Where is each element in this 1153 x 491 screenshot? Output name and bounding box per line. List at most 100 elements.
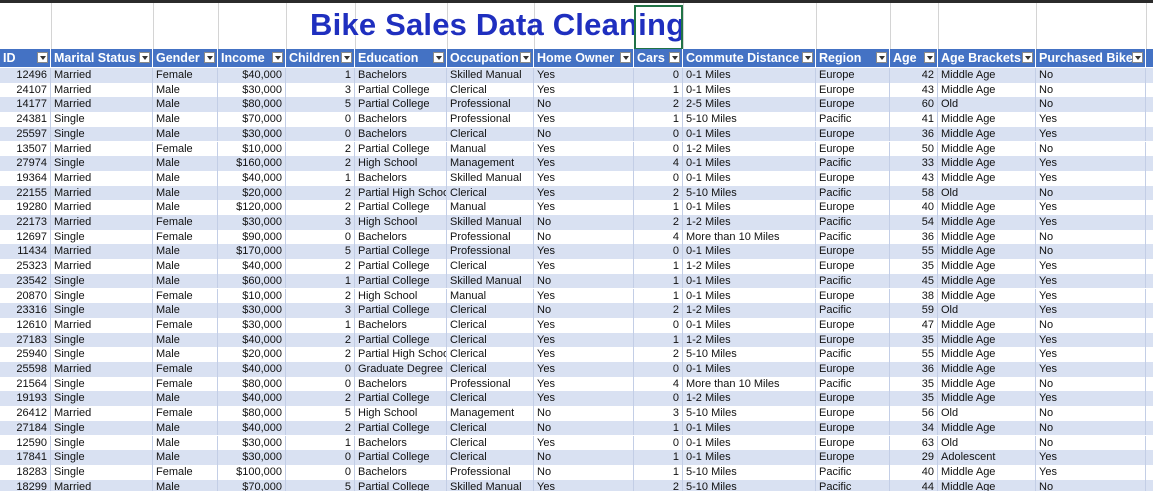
cell-gender[interactable]: Male [153,244,218,260]
cell-home_owner[interactable]: Yes [534,435,634,451]
cell-home_owner[interactable]: Yes [534,200,634,215]
cell-occupation[interactable]: Management [447,406,534,421]
cell-age[interactable]: 50 [890,141,938,157]
cell-age_bracket[interactable]: Middle Age [938,391,1036,407]
cell-home_owner[interactable]: No [534,450,634,465]
cell-age[interactable]: 45 [890,273,938,289]
cell-marital[interactable]: Single [51,303,153,318]
cell-children[interactable]: 0 [286,450,355,465]
cell-gender[interactable]: Female [153,317,218,333]
cell-home_owner[interactable]: Yes [534,479,634,491]
cell-marital[interactable]: Married [51,97,153,113]
cell-age[interactable]: 55 [890,347,938,362]
cell-home_owner[interactable]: Yes [534,244,634,260]
cell-id[interactable]: 12496 [0,68,51,83]
cell-income[interactable]: $30,000 [218,126,286,142]
cell-age_bracket[interactable]: Middle Age [938,215,1036,230]
cell-education[interactable]: Bachelors [355,435,447,451]
cell-gender[interactable]: Male [153,347,218,362]
cell-marital[interactable]: Single [51,376,153,392]
cell-region[interactable]: Pacific [816,185,890,201]
filter-dropdown-icon[interactable] [802,52,813,63]
cell-income[interactable]: $30,000 [218,215,286,230]
cell-education[interactable]: Partial College [355,479,447,491]
cell-education[interactable]: Partial College [355,141,447,157]
cell-education[interactable]: Bachelors [355,68,447,83]
filter-dropdown-icon[interactable] [876,52,887,63]
cell-home_owner[interactable]: Yes [534,362,634,377]
cell-occupation[interactable]: Professional [447,464,534,480]
cell-gender[interactable]: Male [153,259,218,274]
cell-purchased[interactable]: Yes [1036,126,1146,142]
cell-age[interactable]: 42 [890,68,938,83]
cell-home_owner[interactable]: No [534,464,634,480]
column-header-region[interactable]: Region [816,49,890,67]
cell-age[interactable]: 34 [890,420,938,436]
cell-marital[interactable]: Single [51,450,153,465]
cell-cars[interactable]: 0 [634,244,683,260]
cell-income[interactable]: $40,000 [218,420,286,436]
cell-income[interactable]: $30,000 [218,450,286,465]
cell-education[interactable]: Partial College [355,303,447,318]
filter-dropdown-icon[interactable] [669,52,680,63]
cell-occupation[interactable]: Clerical [447,303,534,318]
cell-marital[interactable]: Single [51,229,153,245]
cell-cars[interactable]: 0 [634,391,683,407]
column-header-age_bracket[interactable]: Age Brackets [938,49,1036,67]
cell-cars[interactable]: 4 [634,376,683,392]
cell-commute[interactable]: 1-2 Miles [683,303,816,318]
cell-children[interactable]: 3 [286,215,355,230]
cell-occupation[interactable]: Clerical [447,82,534,98]
cell-education[interactable]: Partial High School [355,347,447,362]
cell-commute[interactable]: 0-1 Miles [683,156,816,171]
cell-gender[interactable]: Male [153,332,218,348]
cell-id[interactable]: 27974 [0,156,51,171]
cell-occupation[interactable]: Professional [447,112,534,127]
cell-id[interactable]: 24107 [0,82,51,98]
cell-id[interactable]: 27184 [0,420,51,436]
cell-purchased[interactable]: No [1036,97,1146,113]
cell-marital[interactable]: Single [51,156,153,171]
cell-age[interactable]: 40 [890,200,938,215]
column-header-purchased[interactable]: Purchased Bike [1036,49,1146,67]
cell-purchased[interactable]: Yes [1036,303,1146,318]
cell-occupation[interactable]: Professional [447,244,534,260]
cell-children[interactable]: 0 [286,464,355,480]
filter-dropdown-icon[interactable] [1022,52,1033,63]
cell-purchased[interactable]: No [1036,82,1146,98]
cell-gender[interactable]: Female [153,288,218,304]
cell-age_bracket[interactable]: Middle Age [938,229,1036,245]
cell-gender[interactable]: Female [153,215,218,230]
cell-home_owner[interactable]: No [534,215,634,230]
cell-home_owner[interactable]: Yes [534,185,634,201]
cell-age_bracket[interactable]: Middle Age [938,273,1036,289]
cell-cars[interactable]: 4 [634,229,683,245]
cell-income[interactable]: $40,000 [218,259,286,274]
cell-income[interactable]: $40,000 [218,68,286,83]
cell-cars[interactable]: 1 [634,288,683,304]
cell-commute[interactable]: 1-2 Miles [683,215,816,230]
cell-home_owner[interactable]: Yes [534,376,634,392]
column-header-age[interactable]: Age [890,49,938,67]
cell-cars[interactable]: 4 [634,156,683,171]
cell-home_owner[interactable]: No [534,406,634,421]
cell-cars[interactable]: 1 [634,200,683,215]
cell-gender[interactable]: Male [153,303,218,318]
filter-dropdown-icon[interactable] [37,52,48,63]
cell-commute[interactable]: 0-1 Miles [683,362,816,377]
cell-id[interactable]: 27183 [0,332,51,348]
cell-home_owner[interactable]: No [534,229,634,245]
cell-gender[interactable]: Female [153,68,218,83]
cell-age_bracket[interactable]: Middle Age [938,464,1036,480]
cell-region[interactable]: Europe [816,332,890,348]
cell-region[interactable]: Europe [816,317,890,333]
cell-marital[interactable]: Married [51,317,153,333]
cell-id[interactable]: 21564 [0,376,51,392]
filter-dropdown-icon[interactable] [139,52,150,63]
cell-region[interactable]: Pacific [816,112,890,127]
cell-education[interactable]: High School [355,406,447,421]
cell-purchased[interactable]: No [1036,420,1146,436]
cell-income[interactable]: $40,000 [218,170,286,186]
cell-id[interactable]: 23316 [0,303,51,318]
cell-commute[interactable]: 5-10 Miles [683,347,816,362]
